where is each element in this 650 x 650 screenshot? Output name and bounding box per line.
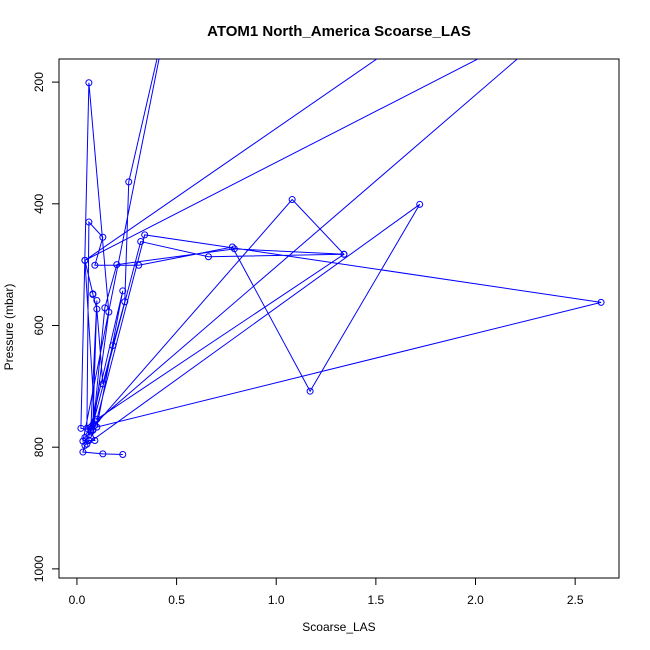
data-point: [91, 261, 99, 269]
data-point: [89, 421, 97, 429]
data-point: [306, 387, 314, 395]
chart-title: ATOM1 North_America Scoarse_LAS: [207, 23, 471, 40]
data-point: [113, 261, 121, 269]
x-tick-label: 2.0: [467, 593, 484, 607]
y-tick-label: 400: [32, 193, 46, 213]
series-path: [77, 59, 605, 458]
data-point: [89, 290, 97, 298]
x-tick-label: 1.5: [368, 593, 385, 607]
data-point: [91, 417, 99, 425]
data-point: [228, 243, 236, 251]
data-point: [91, 436, 99, 444]
x-axis-label: Scoarse_LAS: [302, 620, 375, 634]
data-point: [93, 305, 101, 313]
data-point: [119, 287, 127, 295]
y-tick-label: 800: [32, 437, 46, 457]
y-tick-label: 200: [32, 72, 46, 92]
data-point: [99, 380, 107, 388]
series-line: [80, 59, 602, 455]
x-tick-label: 0.0: [69, 593, 86, 607]
data-point: [99, 450, 107, 458]
data-point: [81, 433, 89, 441]
x-tick-label: 1.0: [268, 593, 285, 607]
x-axis: 0.0 0.5 1.0 1.5 2.0 2.5: [69, 578, 584, 607]
y-tick-label: 1000: [32, 555, 46, 582]
data-point: [119, 450, 127, 458]
data-point: [230, 245, 238, 253]
data-point: [85, 218, 93, 226]
data-point: [135, 261, 143, 269]
data-point: [83, 440, 91, 448]
data-point: [141, 231, 149, 239]
data-point: [87, 428, 95, 436]
x-tick-label: 2.5: [567, 593, 584, 607]
data-point: [109, 342, 117, 350]
data-point: [416, 200, 424, 208]
data-point: [79, 448, 87, 456]
data-point: [93, 297, 101, 305]
data-point: [121, 298, 129, 306]
data-point: [81, 256, 89, 264]
data-point: [125, 178, 133, 186]
data-point: [99, 233, 107, 241]
data-point: [340, 250, 348, 258]
x-tick-label: 0.5: [168, 593, 185, 607]
y-axis: 200 400 600 800 1000: [32, 72, 59, 582]
data-point: [137, 238, 145, 246]
data-point: [204, 253, 212, 261]
data-point: [101, 304, 109, 312]
y-tick-label: 600: [32, 315, 46, 335]
data-point: [93, 415, 101, 423]
y-axis-label: Pressure (mbar): [2, 284, 16, 371]
data-point: [77, 424, 85, 432]
data-point: [105, 308, 113, 316]
data-point: [85, 79, 93, 87]
plot-frame: [58, 58, 620, 579]
data-point: [288, 196, 296, 204]
data-point: [597, 298, 605, 306]
